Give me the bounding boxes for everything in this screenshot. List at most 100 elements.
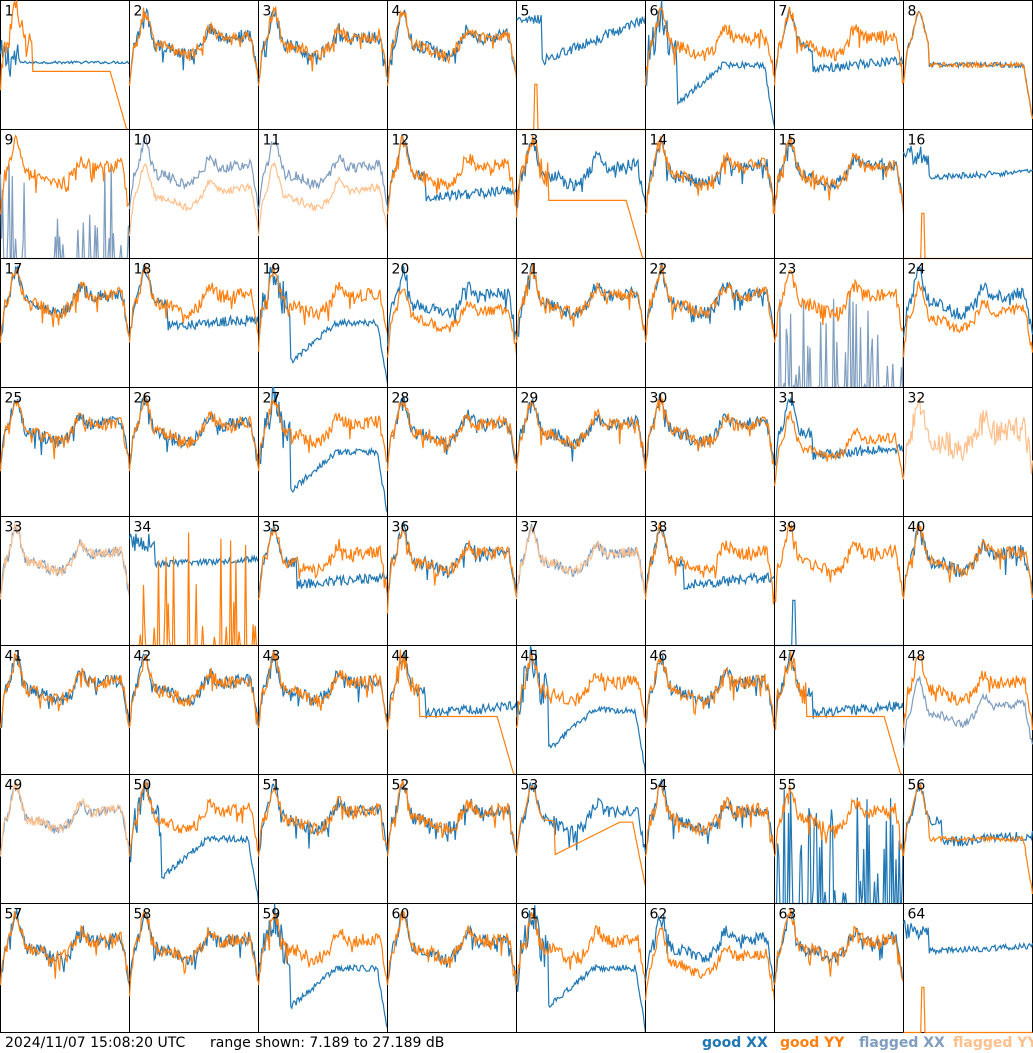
panel-number-label: 28 (392, 391, 410, 407)
series-yy-line (773, 522, 905, 603)
panel-frame (387, 387, 517, 517)
series-xx-line (902, 676, 1033, 748)
timestamp-label: 2024/11/07 15:08:20 UTC (5, 1035, 186, 1051)
panel-frame (516, 387, 646, 517)
panel-number-label: 1 (5, 4, 14, 20)
series-yy-line (257, 161, 389, 237)
panel-frame (387, 516, 517, 646)
series-yy-line (644, 656, 776, 729)
series-yy-line (386, 649, 517, 776)
series-yy-line (257, 527, 389, 600)
panel-number-label: 35 (263, 520, 281, 536)
series-yy-line (773, 410, 905, 486)
series-yy-line (515, 263, 647, 343)
series-xx-line (0, 786, 131, 854)
panel-frame (516, 516, 646, 646)
panel-number-label: 48 (908, 649, 926, 665)
panel-number-label: 13 (521, 133, 539, 149)
series-yy-line (644, 264, 776, 343)
series-yy-line (386, 135, 517, 215)
series-xx-line (386, 135, 518, 210)
series-yy-line (903, 212, 1033, 260)
panel-number-label: 24 (908, 262, 926, 278)
panel-number-label: 6 (650, 4, 659, 20)
series-xx-line (128, 911, 260, 982)
series-yy-line (515, 135, 646, 260)
panel-number-label: 5 (521, 4, 530, 20)
panel-number-label: 25 (5, 391, 23, 407)
panel-number-label: 61 (521, 907, 539, 923)
panel-number-label: 54 (650, 778, 668, 794)
series-yy-line (0, 523, 131, 600)
panel-frame (129, 645, 259, 775)
panel-number-label: 34 (134, 520, 152, 536)
panel-frame (903, 129, 1033, 259)
series-yy-line (257, 398, 388, 472)
legend-good-yy: good YY (780, 1035, 845, 1051)
series-yy-line (773, 785, 905, 858)
panel-frame (0, 903, 130, 1033)
legend-good-xx: good XX (702, 1035, 768, 1051)
panel-number-label: 49 (5, 778, 23, 794)
panel-number-label: 36 (392, 520, 410, 536)
panel-frame (903, 903, 1033, 1033)
series-xx-line (515, 782, 647, 854)
series-xx-line (774, 290, 905, 390)
panel-number-label: 4 (392, 4, 401, 20)
series-xx-line (128, 653, 260, 730)
series-yy-line (257, 911, 389, 986)
series-yy-line (128, 393, 260, 472)
panel-number-label: 63 (779, 907, 797, 923)
series-yy-line (129, 532, 259, 647)
panel-number-label: 10 (134, 133, 152, 149)
series-xx-line (258, 386, 389, 513)
panel-number-label: 52 (392, 778, 410, 794)
series-yy-line (644, 926, 776, 1001)
panel-frame (903, 258, 1033, 388)
series-yy-line (128, 781, 260, 857)
series-xx-line (128, 133, 260, 213)
series-yy-line (0, 268, 131, 343)
series-yy-line (386, 9, 518, 86)
panel-number-label: 42 (134, 649, 152, 665)
panel-number-label: 38 (650, 520, 668, 536)
panel-number-label: 43 (263, 649, 281, 665)
series-yy-line (128, 910, 259, 997)
panel-number-label: 7 (779, 4, 788, 20)
series-xx-line (774, 789, 905, 905)
series-yy-line (644, 784, 776, 857)
series-xx-line (644, 655, 776, 729)
series-xx-line (257, 783, 389, 853)
series-yy-line (0, 134, 131, 215)
panel-number-label: 18 (134, 262, 152, 278)
series-xx-line (257, 140, 389, 210)
panel-frame (645, 387, 775, 517)
panel-frame (645, 129, 775, 259)
series-yy-line (644, 136, 776, 215)
series-yy-line (257, 786, 389, 857)
panel-number-label: 46 (650, 649, 668, 665)
series-xx-line (0, 398, 131, 471)
panel-number-label: 8 (908, 4, 917, 20)
panel-number-label: 53 (521, 778, 539, 794)
series-yy-line (902, 523, 1033, 600)
series-yy-line (644, 393, 776, 472)
panel-number-label: 12 (392, 133, 410, 149)
panel-number-label: 20 (392, 262, 410, 278)
panel-number-label: 9 (5, 133, 14, 149)
panel-number-label: 30 (650, 391, 668, 407)
panel-number-label: 45 (521, 649, 539, 665)
panel-number-label: 47 (779, 649, 797, 665)
series-yy-line (257, 5, 389, 86)
panel-number-label: 23 (779, 262, 797, 278)
series-xx-line (902, 145, 1033, 182)
series-xx-line (386, 651, 518, 725)
series-yy-line (773, 135, 905, 215)
panel-number-label: 14 (650, 133, 668, 149)
panel-number-label: 22 (650, 262, 668, 278)
series-yy-line (386, 779, 517, 857)
panel-number-label: 55 (779, 778, 797, 794)
series-xx-line (515, 905, 647, 1033)
panel-frame (774, 774, 904, 904)
